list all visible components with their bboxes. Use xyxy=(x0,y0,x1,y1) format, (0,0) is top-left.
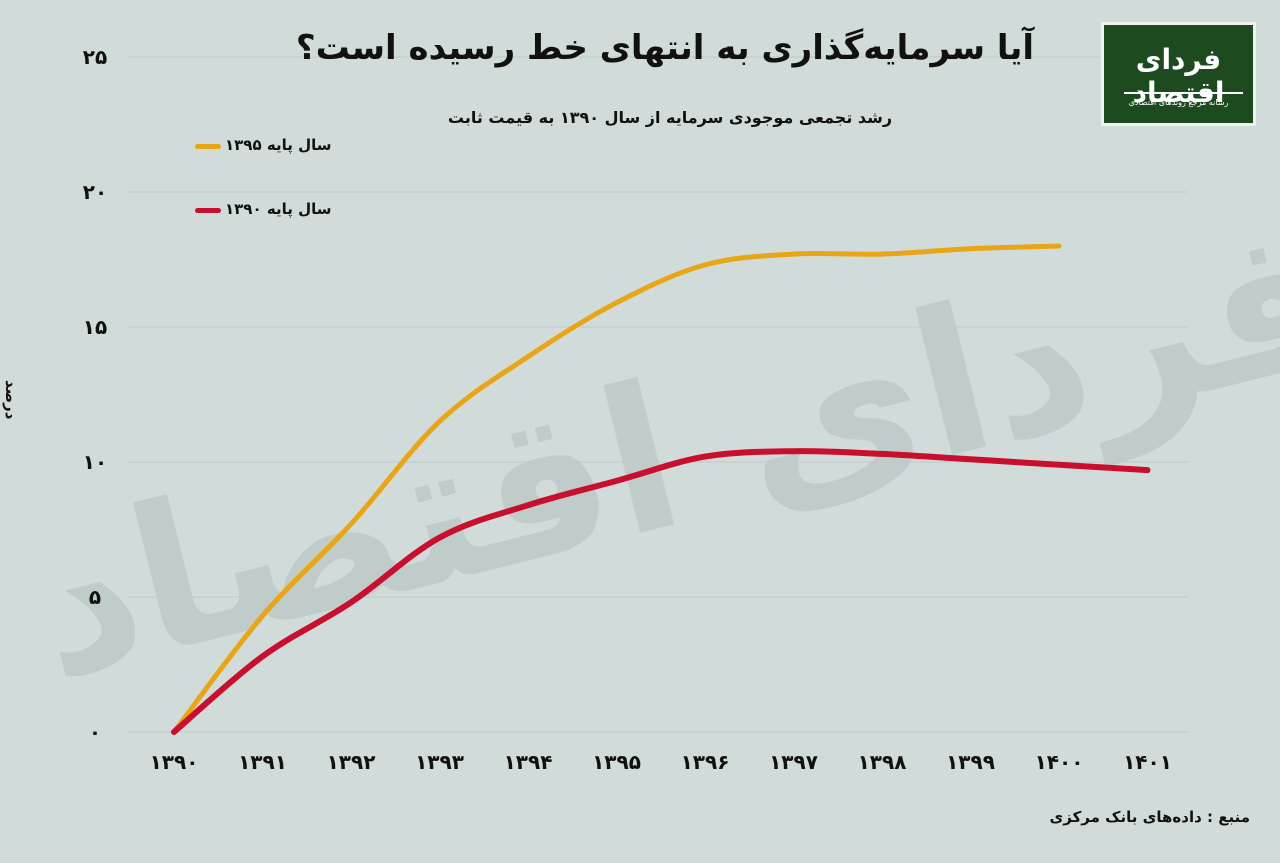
logo-name: فردای اقتصاد xyxy=(1132,43,1225,109)
chart-title: آیا سرمایه‌گذاری به انتهای خط رسیده است؟ xyxy=(295,28,1035,68)
y-tick-label: ۰ xyxy=(89,720,101,744)
legend-swatch-base1395 xyxy=(195,144,221,149)
x-tick-label: ۱۳۹۹ xyxy=(946,750,995,774)
x-tick-label: ۱۳۹۶ xyxy=(681,750,730,774)
logo-tagline: رسانه مرجع روندهای اقتصادی xyxy=(1128,98,1229,107)
x-tick-label: ۱۳۹۷ xyxy=(769,750,818,774)
x-tick-label: ۱۴۰۱ xyxy=(1123,750,1172,774)
y-tick-label: ۱۰ xyxy=(83,450,107,474)
x-axis-ticks: ۱۳۹۰ ۱۳۹۱ ۱۳۹۲ ۱۳۹۳ ۱۳۹۴ ۱۳۹۵ ۱۳۹۶ ۱۳۹۷ ۱۳۹۸ ۱۳۹۹… xyxy=(150,750,1172,774)
x-tick-label: ۱۴۰۰ xyxy=(1035,750,1084,774)
y-tick-label: ۵ xyxy=(89,585,101,609)
x-tick-label: ۱۳۹۸ xyxy=(858,750,907,774)
grid xyxy=(128,56,1188,733)
chart-subtitle: رشد تجمعی موجودی سرمایه از سال ۱۳۹۰ به ق… xyxy=(447,108,893,127)
y-tick-label: ۲۵ xyxy=(83,45,107,69)
y-tick-label: ۲۰ xyxy=(83,180,107,204)
series-lines xyxy=(171,243,1151,735)
brand-logo: فردای اقتصاد رسانه مرجع روندهای اقتصادی xyxy=(1101,22,1256,126)
source-note: منبع : داده‌های بانک مرکزی xyxy=(1049,808,1250,826)
logo-divider xyxy=(1124,92,1243,94)
y-tick-label: ۱۵ xyxy=(83,315,107,339)
watermark: فردای اقتصاد xyxy=(9,176,1280,726)
x-tick-label: ۱۳۹۲ xyxy=(327,750,376,774)
x-tick-label: ۱۳۹۱ xyxy=(238,750,287,774)
legend-label-base1395: سال پایه ۱۳۹۵ xyxy=(225,136,332,154)
watermark-text: فردای اقتصاد xyxy=(9,176,1280,726)
x-tick-label: ۱۳۹۰ xyxy=(150,750,199,774)
y-axis-ticks: ۰ ۵ ۱۰ ۱۵ ۲۰ ۲۵ xyxy=(83,45,107,744)
y-axis-label: درصد xyxy=(2,380,20,420)
x-tick-label: ۱۳۹۵ xyxy=(592,750,641,774)
x-tick-label: ۱۳۹۳ xyxy=(415,750,464,774)
legend-label-base1390: سال پایه ۱۳۹۰ xyxy=(225,200,332,218)
x-tick-label: ۱۳۹۴ xyxy=(504,750,553,774)
series-line-base1395 xyxy=(171,243,1062,735)
legend-swatch-base1390 xyxy=(195,208,221,213)
series-line-base1390 xyxy=(171,448,1151,735)
